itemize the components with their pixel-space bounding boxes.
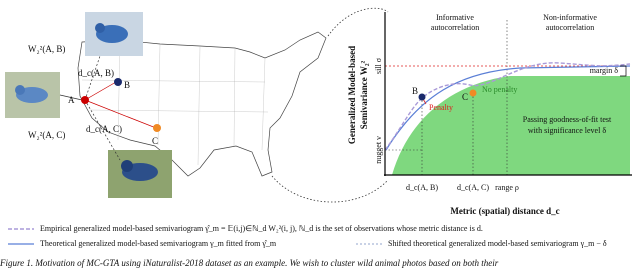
region-label: Informative bbox=[436, 13, 474, 22]
plot-point-b bbox=[418, 93, 426, 101]
x-tick-label: range ρ bbox=[495, 183, 519, 192]
nugget-label: nugget ν bbox=[374, 136, 383, 164]
caption: Figure 1. Motivation of MC-GTA using iNa… bbox=[0, 258, 499, 268]
guides bbox=[385, 20, 508, 175]
empirical-curve bbox=[384, 62, 631, 151]
region-label: autocorrelation bbox=[546, 23, 594, 32]
point-label: C bbox=[152, 136, 158, 146]
legend-text: Empirical generalized model-based semiva… bbox=[40, 224, 483, 233]
x-tick-label: d_c(A, C) bbox=[457, 183, 489, 192]
us-map bbox=[77, 31, 327, 177]
point-label: B bbox=[124, 80, 130, 90]
state-lines bbox=[81, 39, 269, 166]
distance-label: d_c(A, C) bbox=[86, 124, 122, 134]
pass-region bbox=[392, 76, 630, 175]
legend-text: Theoretical generalized model-based semi… bbox=[40, 239, 277, 248]
x-tick-label: d_c(A, B) bbox=[406, 183, 438, 192]
edges bbox=[59, 55, 157, 161]
point-a bbox=[81, 96, 89, 104]
point-c bbox=[153, 124, 161, 132]
region-label: Non-informative bbox=[543, 13, 597, 22]
penalty-label: Penalty bbox=[429, 103, 453, 112]
x-axis-label: Metric (spatial) distance d_c bbox=[450, 206, 559, 216]
pass-text: with significance level δ bbox=[528, 126, 606, 135]
y-axis-label: Generalized Model-based bbox=[347, 46, 357, 144]
margin-label: margin δ bbox=[590, 66, 619, 75]
photo-top bbox=[85, 12, 143, 56]
distance-label: d_c(A, B) bbox=[78, 68, 114, 78]
pass-text: Passing goodness-of-fit test bbox=[523, 115, 612, 124]
edge-label: W₂²(A, C) bbox=[28, 130, 65, 140]
zoom-lines bbox=[271, 7, 389, 203]
plot-point-label: B bbox=[412, 86, 418, 96]
photo-left bbox=[5, 72, 60, 118]
photo-bottom bbox=[108, 150, 172, 198]
no-penalty-label: No penalty bbox=[482, 85, 517, 94]
y-axis-label: Semivariance W₂² bbox=[359, 60, 369, 129]
plot-point-c bbox=[469, 89, 477, 97]
point-label: A bbox=[68, 95, 75, 105]
sill-label: sill σ bbox=[374, 57, 383, 74]
edge-label: W₂²(A, B) bbox=[28, 44, 65, 54]
region-label: autocorrelation bbox=[431, 23, 479, 32]
plot-point-label: C bbox=[462, 92, 468, 102]
margin-bracket bbox=[620, 65, 627, 77]
theoretical-curve bbox=[385, 65, 631, 151]
point-b bbox=[114, 78, 122, 86]
legend-text: Shifted theoretical generalized model-ba… bbox=[388, 239, 607, 248]
